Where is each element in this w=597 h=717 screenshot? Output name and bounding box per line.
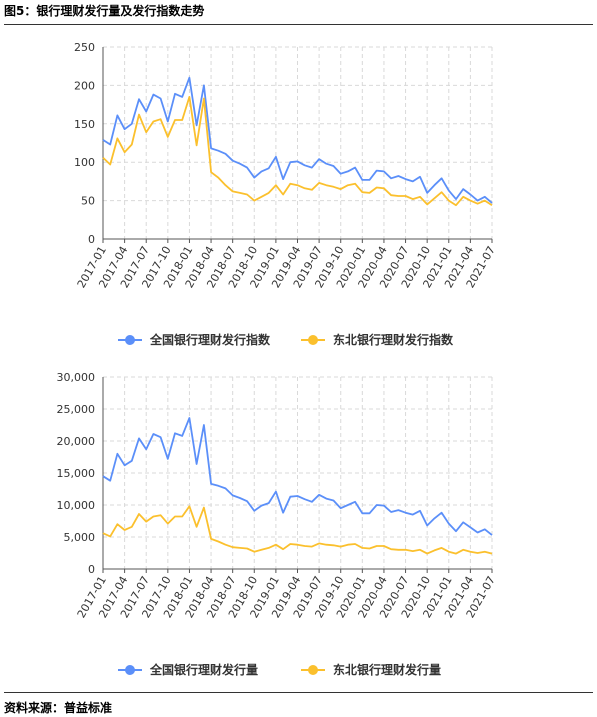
y-tick-label: 50 <box>81 195 95 208</box>
y-tick-label: 5,000 <box>64 531 96 544</box>
legend-swatch-marker <box>308 335 318 345</box>
top-rule <box>4 24 593 25</box>
y-tick-label: 0 <box>88 233 95 246</box>
bottom-rule <box>4 692 593 693</box>
legend-label: 全国银行理财发行指数 <box>149 332 271 347</box>
y-tick-label: 250 <box>74 41 95 54</box>
y-tick-label: 200 <box>74 79 95 92</box>
legend-label: 东北银行理财发行指数 <box>333 332 454 347</box>
chart-index: 0 50 100 150 200 250 2017-01 2017-04 2017-07 2017… <box>0 30 597 360</box>
chart-volume: 0 5,000 10,000 15,000 20,000 25,000 30,000 2017… <box>0 360 597 690</box>
y-tick-label: 0 <box>88 563 95 576</box>
y-tick-label: 10,000 <box>57 499 96 512</box>
series-line-national <box>102 76 493 204</box>
y-tick-label: 25,000 <box>57 403 96 416</box>
y-tick-label: 100 <box>74 156 95 169</box>
figure-title: 图5：银行理财发行量及发行指数走势 <box>4 4 205 18</box>
source-note: 资料来源：普益标准 <box>4 701 113 715</box>
series-line-northeast <box>102 96 493 207</box>
volume-chart-svg: 05,00010,00015,00020,00025,00030,0002017… <box>57 371 498 677</box>
y-tick-label: 150 <box>74 118 95 131</box>
legend-swatch-marker <box>125 665 135 675</box>
series-line-national <box>102 417 493 536</box>
y-tick-label: 20,000 <box>57 435 96 448</box>
legend-swatch-marker <box>125 335 135 345</box>
legend-label: 东北银行理财发行量 <box>333 662 441 677</box>
legend-swatch-marker <box>308 665 318 675</box>
y-tick-label: 15,000 <box>57 467 96 480</box>
index-chart-svg: 0501001502002502017-012017-042017-072017… <box>74 41 498 347</box>
legend-label: 全国银行理财发行量 <box>149 662 258 677</box>
y-tick-label: 30,000 <box>57 371 96 384</box>
series-line-northeast <box>102 505 493 555</box>
